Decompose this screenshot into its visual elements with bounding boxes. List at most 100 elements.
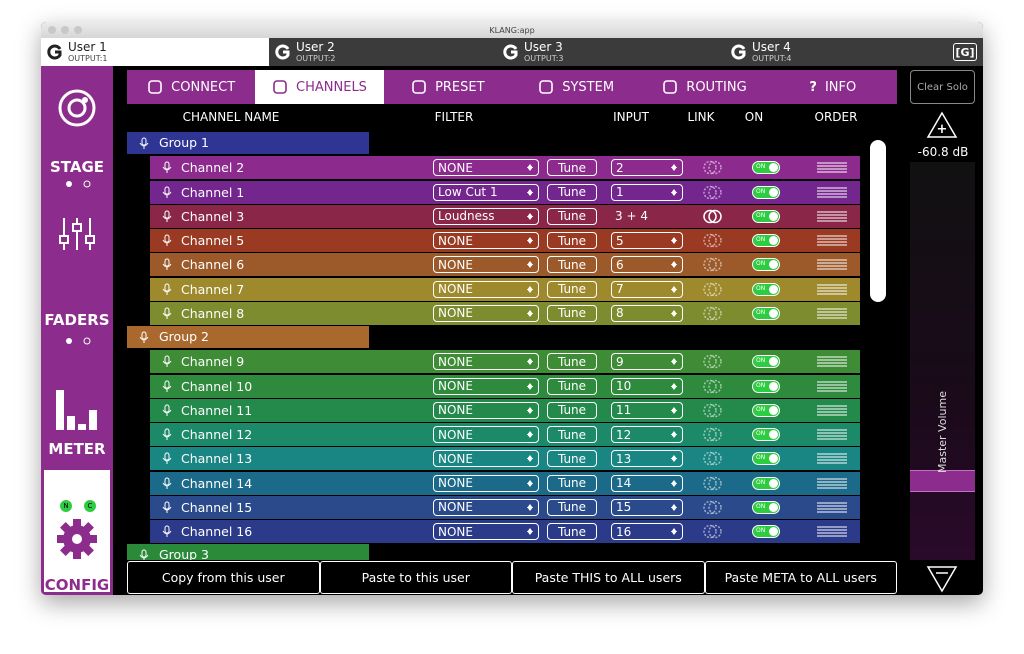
channel-row[interactable]: Channel 8 NONE Tune 8 ON bbox=[150, 301, 860, 325]
on-toggle[interactable]: ON bbox=[752, 403, 780, 417]
input-select[interactable]: 10 bbox=[611, 377, 683, 395]
filter-select[interactable]: NONE bbox=[433, 401, 539, 419]
group-row[interactable]: Group 2 bbox=[127, 326, 369, 348]
tune-button[interactable]: Tune bbox=[547, 426, 597, 443]
brand-button[interactable]: [G] bbox=[953, 43, 977, 61]
user-tab[interactable]: User 2 OUTPUT:2 bbox=[269, 38, 497, 66]
channel-row[interactable]: Channel 3 Loudness Tune 3 + 4 ON bbox=[150, 204, 860, 228]
input-select[interactable]: 15 bbox=[611, 498, 683, 516]
on-toggle[interactable]: ON bbox=[752, 428, 780, 441]
on-toggle[interactable]: ON bbox=[752, 234, 780, 247]
tune-button[interactable]: Tune bbox=[547, 450, 597, 468]
on-toggle[interactable]: ON bbox=[752, 306, 780, 320]
tune-button[interactable]: Tune bbox=[547, 304, 597, 322]
volume-up-button[interactable] bbox=[925, 110, 959, 140]
input-select[interactable]: 2 bbox=[611, 159, 683, 177]
sidebar-label[interactable]: STAGE bbox=[49, 158, 105, 176]
tune-button[interactable]: Tune bbox=[547, 159, 597, 177]
channel-row[interactable]: Channel 2 NONE Tune 2 ON bbox=[150, 156, 860, 180]
input-select[interactable]: 12 bbox=[611, 426, 683, 443]
channel-row[interactable]: Channel 11 NONE Tune 11 ON bbox=[150, 398, 860, 422]
channel-row[interactable]: Channel 15 NONE Tune 15 ON bbox=[150, 495, 860, 519]
input-select[interactable]: 13 bbox=[611, 450, 683, 468]
on-toggle[interactable]: ON bbox=[752, 525, 780, 538]
input-select[interactable]: 14 bbox=[611, 474, 683, 492]
on-toggle[interactable]: ON bbox=[752, 476, 780, 490]
tune-button[interactable]: Tune bbox=[547, 474, 597, 492]
filter-select[interactable]: NONE bbox=[433, 498, 539, 516]
tune-button[interactable]: Tune bbox=[547, 207, 597, 225]
channel-row[interactable]: Channel 16 NONE Tune 16 ON bbox=[150, 520, 860, 543]
tune-button[interactable]: Tune bbox=[547, 377, 597, 395]
filter-select[interactable]: NONE bbox=[433, 377, 539, 395]
action-button[interactable]: Paste THIS to ALL users bbox=[512, 561, 705, 594]
input-select[interactable]: 9 bbox=[611, 353, 683, 371]
filter-select[interactable]: NONE bbox=[433, 474, 539, 492]
on-toggle[interactable]: ON bbox=[752, 452, 780, 466]
sidebar-label[interactable]: CONFIG bbox=[44, 576, 110, 594]
input-select[interactable]: 8 bbox=[611, 304, 683, 322]
filter-select[interactable]: NONE bbox=[433, 353, 539, 371]
tune-button[interactable]: Tune bbox=[547, 183, 597, 201]
channel-row[interactable]: Channel 1 Low Cut 1 Tune 1 ON bbox=[150, 180, 860, 204]
nav-tab[interactable]: ROUTING bbox=[640, 70, 768, 104]
channel-row[interactable]: Channel 5 NONE Tune 5 ON bbox=[150, 229, 860, 252]
sidebar-label[interactable]: METER bbox=[48, 440, 106, 458]
user-tab[interactable]: User 1 OUTPUT:1 bbox=[41, 38, 269, 66]
filter-select[interactable]: NONE bbox=[433, 426, 539, 443]
on-toggle[interactable]: ON bbox=[752, 209, 780, 223]
on-toggle[interactable]: ON bbox=[752, 379, 780, 393]
filter-select[interactable]: NONE bbox=[433, 232, 539, 249]
tune-button[interactable]: Tune bbox=[547, 523, 597, 540]
filter-select[interactable]: NONE bbox=[433, 304, 539, 322]
tune-button[interactable]: Tune bbox=[547, 353, 597, 371]
filter-select[interactable]: NONE bbox=[433, 256, 539, 274]
master-fader-handle[interactable] bbox=[910, 470, 975, 492]
channel-row[interactable]: Channel 10 NONE Tune 10 ON bbox=[150, 374, 860, 398]
channel-row[interactable]: Channel 7 NONE Tune 7 ON bbox=[150, 277, 860, 301]
on-toggle[interactable]: ON bbox=[752, 355, 780, 369]
sidebar-label[interactable]: FADERS bbox=[44, 311, 110, 329]
filter-select[interactable]: Loudness bbox=[433, 207, 539, 225]
action-button[interactable]: Copy from this user bbox=[127, 561, 320, 594]
channel-row[interactable]: Channel 12 NONE Tune 12 ON bbox=[150, 423, 860, 446]
nav-tab[interactable]: ? INFO bbox=[769, 70, 897, 104]
action-button[interactable]: Paste META to ALL users bbox=[704, 561, 897, 594]
user-tab[interactable]: User 3 OUTPUT:3 bbox=[497, 38, 725, 66]
master-fader-track[interactable] bbox=[910, 162, 975, 560]
on-toggle[interactable]: ON bbox=[752, 282, 780, 296]
nav-tab[interactable]: PRESET bbox=[384, 70, 512, 104]
filter-select[interactable]: NONE bbox=[433, 450, 539, 468]
tune-button[interactable]: Tune bbox=[547, 401, 597, 419]
on-toggle[interactable]: ON bbox=[752, 161, 780, 175]
on-toggle[interactable]: ON bbox=[752, 258, 780, 272]
tune-button[interactable]: Tune bbox=[547, 498, 597, 516]
action-button[interactable]: Paste to this user bbox=[319, 561, 512, 594]
on-toggle[interactable]: ON bbox=[752, 185, 780, 199]
filter-select[interactable]: NONE bbox=[433, 159, 539, 177]
filter-select[interactable]: Low Cut 1 bbox=[433, 183, 539, 201]
input-select[interactable]: 7 bbox=[611, 280, 683, 298]
input-select[interactable]: 11 bbox=[611, 401, 683, 419]
channel-row[interactable]: Channel 14 NONE Tune 14 ON bbox=[150, 471, 860, 495]
nav-tab[interactable]: CHANNELS bbox=[255, 70, 384, 104]
nav-tab[interactable]: CONNECT bbox=[127, 70, 255, 104]
group-row[interactable]: Group 3 bbox=[127, 544, 369, 560]
filter-select[interactable]: NONE bbox=[433, 523, 539, 540]
nav-tab[interactable]: SYSTEM bbox=[512, 70, 640, 104]
channel-row[interactable]: Channel 13 NONE Tune 13 ON bbox=[150, 447, 860, 471]
on-toggle[interactable]: ON bbox=[752, 500, 780, 514]
tune-button[interactable]: Tune bbox=[547, 280, 597, 298]
filter-select[interactable]: NONE bbox=[433, 280, 539, 298]
group-row[interactable]: Group 1 bbox=[127, 132, 369, 154]
input-select[interactable]: 1 bbox=[611, 183, 683, 201]
clear-solo-button[interactable]: Clear Solo bbox=[910, 70, 975, 104]
volume-down-button[interactable] bbox=[925, 564, 959, 594]
channel-row[interactable]: Channel 6 NONE Tune 6 ON bbox=[150, 253, 860, 277]
input-select[interactable]: 5 bbox=[611, 232, 683, 249]
input-select[interactable]: 16 bbox=[611, 523, 683, 540]
scrollbar[interactable] bbox=[870, 140, 886, 302]
user-tab[interactable]: User 4 OUTPUT:4 bbox=[725, 38, 953, 66]
window-controls[interactable] bbox=[47, 25, 87, 35]
tune-button[interactable]: Tune bbox=[547, 232, 597, 249]
